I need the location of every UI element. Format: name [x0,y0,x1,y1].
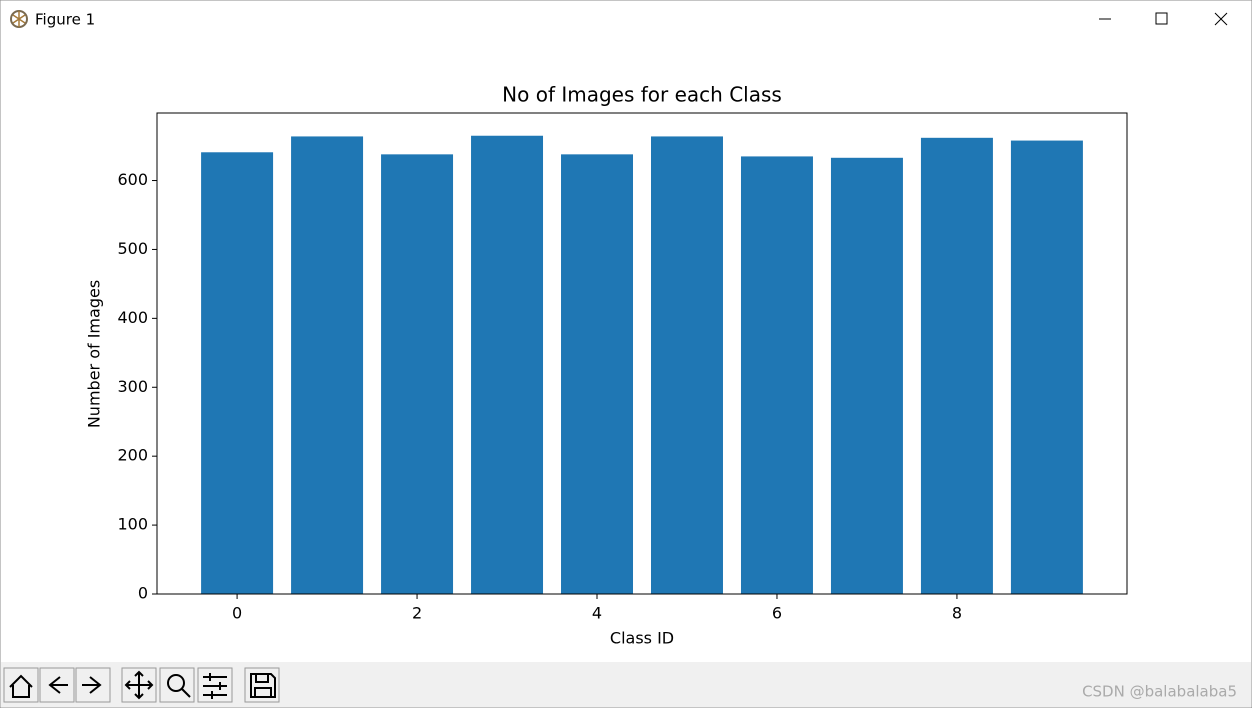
configure-button[interactable] [197,667,233,703]
y-tick-label: 300 [117,377,148,396]
app-icon-detail [12,11,26,27]
y-tick-label: 500 [117,239,148,258]
x-tick-label: 6 [772,604,782,623]
x-tick-label: 8 [952,604,962,623]
bar [1010,140,1083,595]
bar [561,154,634,594]
bar [740,156,813,594]
plot: 0 100 200 300 400 500 600 0 2 4 6 8 [117,135,1083,623]
back-button[interactable] [39,667,75,703]
window-title: Figure 1 [35,11,95,29]
bar [381,154,454,594]
maximize-button[interactable] [1155,12,1168,25]
y-tick-label: 400 [117,308,148,327]
axes-frame [156,112,1128,595]
bar [830,157,903,594]
y-tick-label: 0 [138,584,148,603]
watermark: CSDN @balabalaba5 [1082,683,1237,701]
y-axis-label: Number of Images [85,280,104,428]
chart-title: No of Images for each Class [502,83,782,107]
bar [920,137,993,594]
pan-button[interactable] [121,667,157,703]
close-button[interactable] [1214,12,1228,26]
toolbar-buttons [3,667,280,703]
x-tick-label: 4 [592,604,602,623]
y-tick-label: 100 [117,515,148,534]
bar [291,136,364,594]
save-button[interactable] [244,667,280,703]
zoom-button[interactable] [159,667,195,703]
bar [650,136,723,594]
forward-button[interactable] [75,667,111,703]
y-tick-label: 600 [117,170,148,189]
bar [201,152,274,595]
bar [471,135,544,594]
y-tick-label: 200 [117,446,148,465]
x-tick-label: 2 [412,604,422,623]
x-axis-label: Class ID [610,629,674,648]
home-button[interactable] [3,667,39,703]
x-tick-label: 0 [232,604,242,623]
